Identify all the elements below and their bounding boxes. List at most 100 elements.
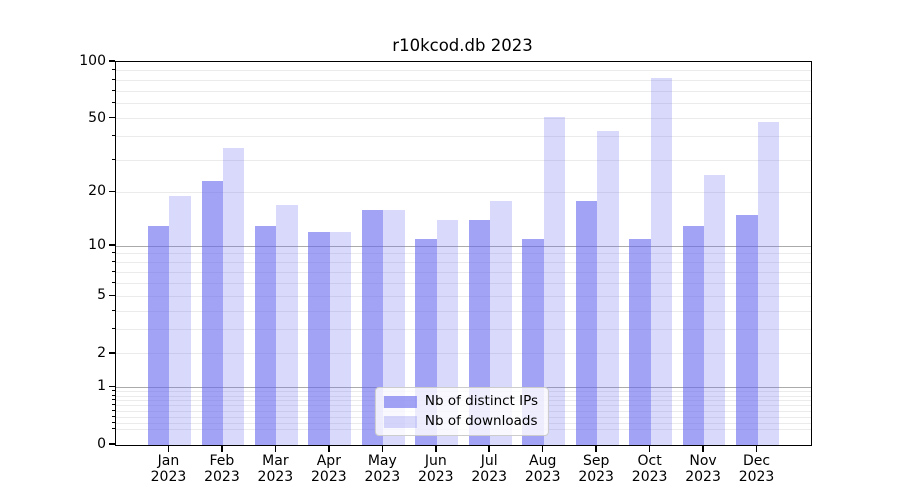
y-tick-label: 50 [88, 109, 106, 126]
x-tick-mark [595, 445, 597, 452]
bar-downloads [650, 78, 672, 445]
gridline-minor [116, 353, 811, 355]
x-tick-mark [328, 445, 330, 452]
y-tick-label: 20 [88, 183, 106, 200]
bar-distinct-ips [736, 214, 758, 445]
x-tick-label: Jan 2023 [150, 453, 187, 485]
bar-downloads [704, 174, 726, 445]
y-tick-mark-minor [111, 394, 115, 396]
bar-distinct-ips [308, 232, 330, 445]
y-tick-mark-minor [111, 399, 115, 401]
gridline-minor [116, 118, 811, 120]
y-tick-mark-minor [111, 261, 115, 263]
bar-downloads [383, 209, 405, 445]
y-tick-mark-minor [111, 390, 115, 392]
bar-distinct-ips [148, 226, 170, 445]
y-tick-label: 10 [88, 237, 106, 253]
bar-distinct-ips [255, 226, 277, 445]
gridline-minor [116, 79, 811, 81]
legend-row-distinct-ips: Nb of distinct IPs [383, 393, 539, 409]
x-tick-mark [167, 445, 170, 452]
y-tick-mark [109, 385, 115, 388]
x-tick-mark [541, 445, 544, 452]
y-tick-label: 100 [79, 53, 106, 69]
gridline-minor [116, 90, 811, 92]
bar-downloads [543, 117, 566, 445]
x-tick-label: Sep 2023 [578, 453, 614, 485]
y-tick-mark-minor [111, 190, 115, 192]
x-tick-label: Oct 2023 [631, 453, 668, 485]
y-tick-label: 2 [97, 344, 106, 361]
y-tick-label: 5 [97, 287, 106, 304]
y-tick-mark-minor [111, 158, 115, 160]
y-tick-mark-minor [111, 282, 115, 283]
legend-row-downloads: Nb of downloads [383, 413, 538, 429]
x-tick-label: Feb 2023 [204, 453, 240, 485]
x-tick-mark [488, 445, 490, 452]
bar-downloads [169, 196, 191, 445]
y-tick-mark-minor [111, 309, 115, 311]
gridline-minor [116, 136, 811, 138]
gridline-minor [116, 253, 811, 255]
x-tick-mark [755, 445, 758, 452]
gridline-minor [116, 310, 811, 312]
bar-distinct-ips [682, 226, 705, 445]
y-tick-mark-minor [111, 428, 115, 430]
y-tick-mark-minor [111, 78, 115, 80]
gridline-minor [116, 283, 811, 284]
legend-label-downloads: Nb of downloads [424, 413, 538, 429]
gridline-minor [116, 271, 811, 273]
bar-downloads [490, 200, 512, 445]
gridline-minor [116, 329, 811, 331]
gridline-minor [116, 295, 811, 297]
bar-distinct-ips [575, 200, 598, 445]
x-tick-label: Nov 2023 [685, 453, 721, 485]
chart-title: r10kcod.db 2023 [392, 36, 533, 55]
y-tick-mark-minor [111, 252, 115, 254]
gridline-major [116, 245, 811, 247]
y-tick-mark-minor [111, 352, 115, 354]
y-tick-mark [109, 60, 115, 62]
legend: Nb of distinct IPs Nb of downloads [374, 387, 550, 436]
gridline-minor [116, 262, 811, 264]
x-tick-mark [702, 445, 704, 452]
gridline-minor [116, 159, 811, 161]
bar-downloads [222, 147, 245, 445]
y-tick-mark-minor [111, 404, 115, 406]
x-tick-label: May 2023 [364, 453, 401, 485]
y-tick-mark-minor [111, 421, 115, 423]
y-tick-mark-minor [111, 135, 115, 137]
bar-distinct-ips [629, 238, 651, 445]
bar-downloads [329, 232, 352, 445]
bar-downloads [597, 130, 619, 445]
x-tick-label: Jun 2023 [417, 453, 454, 485]
x-tick-label: Aug 2023 [524, 453, 561, 485]
x-tick-mark [648, 445, 651, 452]
bar-downloads [276, 205, 298, 445]
gridline-minor [116, 191, 811, 193]
y-tick-mark [109, 443, 115, 445]
legend-label-distinct-ips: Nb of distinct IPs [424, 393, 539, 409]
y-tick-mark-minor [111, 117, 115, 119]
bar-distinct-ips [361, 209, 384, 445]
y-tick-mark-minor [111, 270, 115, 272]
y-tick-mark-minor [111, 69, 115, 71]
y-tick-label: 0 [97, 436, 106, 452]
x-tick-mark [435, 445, 437, 452]
legend-swatch-downloads [383, 415, 417, 428]
y-tick-mark-minor [111, 89, 115, 91]
y-tick-mark-minor [111, 328, 115, 330]
x-tick-mark [221, 445, 223, 452]
bar-distinct-ips [201, 181, 223, 445]
x-tick-label: Dec 2023 [738, 453, 775, 485]
x-tick-label: Mar 2023 [257, 453, 294, 485]
y-tick-mark-minor [111, 409, 115, 411]
x-tick-label: Jul 2023 [471, 453, 508, 485]
gridline-minor [116, 70, 811, 72]
y-tick-mark-minor [111, 102, 115, 104]
legend-swatch-distinct-ips [383, 395, 417, 408]
x-tick-mark [381, 445, 384, 452]
y-tick-mark-minor [111, 294, 115, 296]
gridline-minor [116, 103, 811, 105]
